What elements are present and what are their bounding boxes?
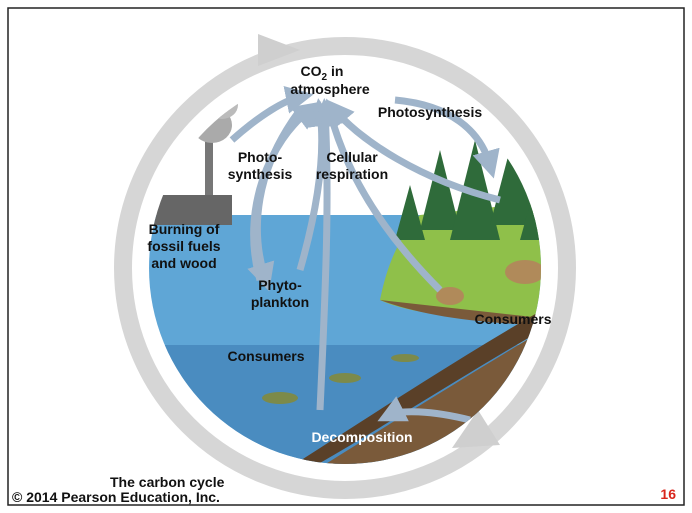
slide-number: 16 — [660, 486, 676, 502]
diagram-label: Burning of — [149, 221, 220, 237]
diagram-label: plankton — [251, 294, 309, 310]
diagram-label: and wood — [151, 255, 216, 271]
flow-arrows — [229, 86, 501, 424]
ring-arrowhead — [452, 410, 500, 448]
ring-arrowhead — [258, 34, 300, 66]
co2-label: atmosphere — [290, 81, 370, 97]
cycle-ring — [114, 37, 576, 499]
land — [380, 200, 541, 325]
diagram-label: Decomposition — [311, 429, 412, 445]
diagram-label: Cellular — [326, 149, 378, 165]
diagram-label: fossil fuels — [147, 238, 220, 254]
diagram-label: Photo- — [238, 149, 283, 165]
sediment — [270, 300, 541, 464]
labels: CO2 in atmosphere Photosynthesis Photo-sy… — [147, 63, 551, 445]
co2-label: CO2 in — [301, 63, 344, 83]
diagram-label: Photosynthesis — [378, 104, 482, 120]
diagram-label: Phyto- — [258, 277, 302, 293]
caption: The carbon cycle — [110, 474, 225, 490]
animals — [262, 260, 541, 404]
diagram-label: Consumers — [227, 348, 304, 364]
diagram-label: synthesis — [228, 166, 293, 182]
copyright: © 2014 Pearson Education, Inc. — [12, 489, 220, 505]
diagram-label: respiration — [316, 166, 388, 182]
diagram-label: Consumers — [474, 311, 551, 327]
